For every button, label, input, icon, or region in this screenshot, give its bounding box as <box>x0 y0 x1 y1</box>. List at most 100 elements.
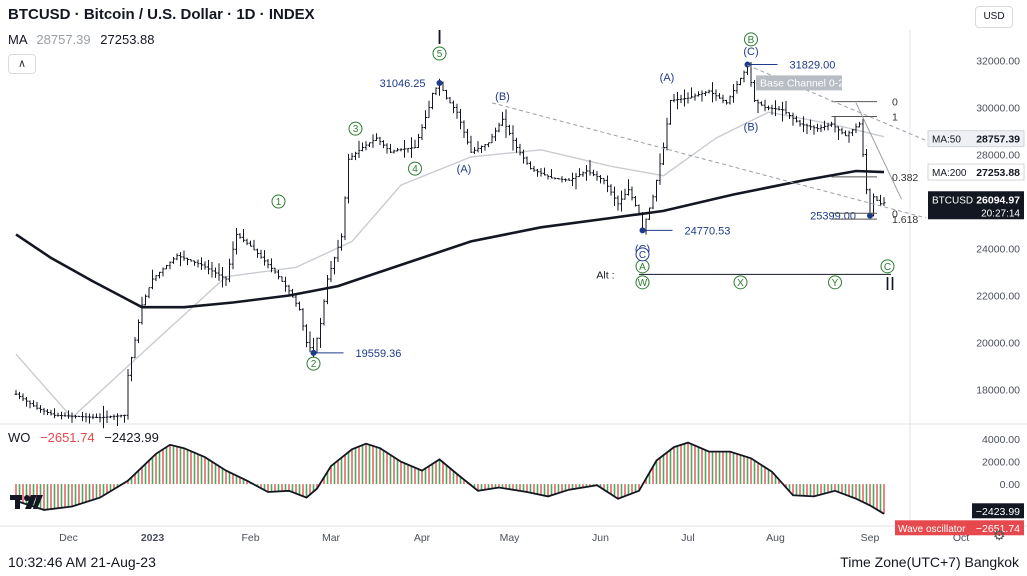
level-label: 24770.53 <box>685 225 731 237</box>
level-label: 25399.00 <box>810 211 856 223</box>
level-label: 19559.36 <box>356 348 402 360</box>
ma-50-badge-box <box>927 130 1025 148</box>
last-price-countdown: 20:27:14 <box>981 208 1020 219</box>
currency-button[interactable]: USD <box>975 6 1013 28</box>
x-tick-label: Mar <box>322 532 341 544</box>
ma-200-badge: MA:200 27253.88 <box>927 163 1025 181</box>
x-tick-label: Jun <box>592 532 609 544</box>
x-tick-label: 2023 <box>141 532 165 544</box>
alt-wave-circle <box>733 275 748 290</box>
fib-label: 1 <box>892 111 898 123</box>
wave-label: 2 <box>311 359 317 370</box>
ma-200-badge-label: MA:200 <box>932 168 967 179</box>
base-channel-label: Base Channel 0-2 <box>760 77 844 89</box>
collapse-legend-button[interactable]: ∧ <box>8 54 36 74</box>
alt-wave-label: C <box>884 262 891 273</box>
chevron-up-icon: ∧ <box>17 58 27 70</box>
last-price-symbol: BTCUSD <box>932 195 973 206</box>
osc-badge-value: −2423.99 <box>976 506 1020 518</box>
alt-wave-circle <box>635 275 650 290</box>
wave-label: (B) <box>495 91 510 103</box>
level-label: 31046.25 <box>380 78 426 90</box>
wave-label-circle <box>744 32 758 47</box>
wave-label-circle <box>432 46 447 61</box>
wave-label-circle <box>348 121 363 136</box>
x-tick-label: Jul <box>681 532 694 544</box>
x-tick-label: Aug <box>766 532 785 544</box>
oscillator-label: WO <box>8 430 31 445</box>
alt-label: Alt : <box>596 269 614 281</box>
last-price-box <box>928 191 1024 220</box>
gear-icon[interactable]: ⚙ <box>993 527 1006 543</box>
ma-50-badge-label: MA:50 <box>932 135 961 146</box>
wave-II-label: II <box>885 274 895 294</box>
ma-legend: MA 28757.39 27253.88 <box>8 32 155 47</box>
alt-wave-label: A <box>639 262 646 273</box>
oscillator-histogram <box>15 442 885 514</box>
base-channel-box <box>756 75 842 91</box>
wave-label: (A) <box>660 72 675 84</box>
channel-line <box>747 64 927 141</box>
ma-200-badge-box <box>927 163 1025 181</box>
y-tick-label: 18000.00 <box>976 384 1020 396</box>
tradingview-logo-icon <box>10 495 43 509</box>
osc-badge-2-name: Wave oscillator <box>898 524 966 535</box>
wave-label-circle <box>306 356 321 371</box>
alt-wave-label: X <box>737 278 744 289</box>
ma-200-line <box>15 169 885 309</box>
level-marker <box>436 79 443 86</box>
y-tick-label: 28000.00 <box>976 150 1020 162</box>
symbol-title: BTCUSD · Bitcoin / U.S. Dollar · 1D · IN… <box>8 6 315 23</box>
fib-label: 1.618 <box>892 214 918 226</box>
wave-label-circle <box>271 194 286 209</box>
wave-label: (B) <box>744 121 759 133</box>
footer-timezone: Time Zone(UTC+7) Bangkok <box>840 554 1019 570</box>
wave-label: 5 <box>437 49 443 60</box>
wave-label: 3 <box>353 124 359 135</box>
wave-label: (C) <box>743 46 758 58</box>
level-marker <box>867 212 873 219</box>
wave-label: 1 <box>276 197 282 208</box>
ma-50-badge-value: 28757.39 <box>976 134 1020 146</box>
level-label: 31829.00 <box>790 60 836 72</box>
alt-wave-label: W <box>638 278 648 289</box>
wave-label: (A) <box>457 164 472 176</box>
wave-label: B <box>748 35 755 46</box>
channel-line <box>491 102 927 219</box>
alt-wave-circle <box>635 247 650 262</box>
fib-label: 0 <box>892 208 898 220</box>
oscillator-legend: WO −2651.74 −2423.99 <box>8 430 159 445</box>
ma-50-badge: MA:50 28757.39 <box>927 130 1025 148</box>
y-tick-label: 24000.00 <box>976 243 1020 255</box>
fib-label: 0 <box>892 97 898 109</box>
fib-label: 0.382 <box>892 172 918 184</box>
osc-badge-2-value: −2651.74 <box>976 523 1020 535</box>
x-tick-label: Feb <box>241 532 259 544</box>
last-price-value: 26094.97 <box>976 194 1020 206</box>
x-tick-label: Sep <box>861 532 880 544</box>
osc-y-tick-label: 2000.00 <box>982 457 1020 469</box>
alt-wave-circle <box>828 275 842 290</box>
y-tick-label: 22000.00 <box>976 290 1020 302</box>
ma-50-value: 28757.39 <box>36 32 91 47</box>
y-tick-label: 20000.00 <box>976 337 1020 349</box>
osc-badge-2-box <box>895 520 1024 536</box>
price-bars <box>14 62 886 429</box>
osc-y-tick-label: 0.00 <box>1000 479 1021 491</box>
ma-200-value: 27253.88 <box>100 32 155 47</box>
y-tick-label: 32000.00 <box>976 56 1020 68</box>
footer-time: 10:32:46 AM 21-Aug-23 <box>8 554 156 570</box>
wave-label-circle <box>408 161 422 176</box>
oscillator-line <box>15 441 885 515</box>
osc-badge-box <box>972 503 1024 519</box>
last-price-badge: BTCUSD 26094.97 20:27:14 <box>928 191 1024 220</box>
oscillator-value-1: −2651.74 <box>40 430 95 445</box>
wave-label: 4 <box>412 164 418 175</box>
projection-line <box>855 102 902 200</box>
oscillator-value-2: −2423.99 <box>104 430 159 445</box>
x-tick-label: Dec <box>59 532 78 544</box>
alt-wave-circle <box>880 259 895 274</box>
x-tick-label: Apr <box>414 532 431 544</box>
